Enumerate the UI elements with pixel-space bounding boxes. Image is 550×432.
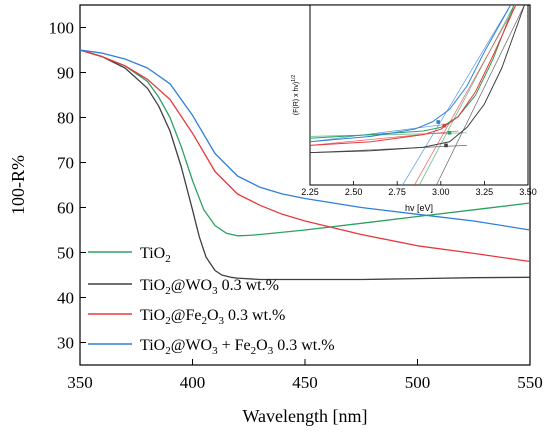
legend-text-part: 3 (212, 345, 218, 357)
inset-series-group (310, 5, 525, 185)
legend-text-part: O (207, 307, 219, 324)
x-axis-label: Wavelength [nm] (242, 406, 367, 426)
y-tick-label: 50 (57, 244, 74, 263)
legend-text-part: 3 (268, 345, 274, 357)
legend-text-part: 2 (165, 315, 171, 327)
inset-y-label-base: (F(R) x hv) (293, 82, 300, 115)
inset-intersection-marker (436, 120, 440, 124)
legend-text-part: @Fe (171, 307, 202, 324)
inset-x-tick-label: 2.75 (388, 187, 406, 197)
legend-text-part: 3 (212, 285, 218, 297)
inset-intersection-marker (444, 143, 448, 148)
inset-series-line-tio2_wo3_fe2o3 (310, 5, 512, 143)
legend-label-tio2_wo3_fe2o3: TiO2@WO3 + Fe2O3 0.3 wt.% (140, 337, 335, 357)
x-tick-label: 550 (517, 373, 543, 392)
inset-frame (309, 4, 529, 186)
y-tick-label: 30 (57, 334, 74, 353)
legend-text-part: 2 (165, 345, 171, 357)
legend-text-part: 0.3 wt.% (224, 307, 285, 324)
x-tick-label: 400 (180, 373, 206, 392)
series-line-tio2_wo3 (79, 49, 531, 281)
legend-text-part: 0.3 wt.% (273, 337, 334, 354)
legend-text-part: TiO (140, 277, 165, 294)
y-tick-label: 40 (57, 289, 74, 308)
legend-label-tio2: TiO2 (140, 245, 171, 265)
legend-text-part: 2 (165, 253, 171, 265)
inset-x-tick-label: 3.25 (476, 187, 494, 197)
main-y-ticks: 30 40 50 60 70 80 90 100 (49, 19, 86, 353)
inset-plot-area (310, 5, 525, 185)
main-x-ticks: 350 400 450 500 550 (67, 359, 543, 392)
y-tick-label: 100 (49, 19, 75, 38)
inset-tangent-fit (414, 5, 517, 185)
inset-x-tick-label: 3.50 (519, 187, 537, 197)
inset-x-tick-label: 2.50 (345, 187, 363, 197)
legend-text-part: @WO (171, 337, 212, 354)
series-line-tio2 (79, 49, 531, 237)
legend-text-part: @WO (171, 277, 212, 294)
legend-text-part: + Fe (218, 337, 251, 354)
series-line-tio2_wo3_fe2o3 (79, 49, 531, 231)
inset-intersection-marker (442, 123, 447, 128)
legend-text-part: 2 (165, 285, 171, 297)
legend-text-part: 0.3 wt.% (218, 277, 279, 294)
inset-x-tick-label: 2.25 (301, 187, 319, 197)
y-tick-label: 90 (57, 64, 74, 83)
y-axis-label: 100-R% (8, 155, 28, 215)
inset-y-label-exp: 1/2 (291, 75, 297, 82)
inset-x-axis-label: hv [eV] (405, 203, 433, 213)
legend-text-part: 2 (201, 315, 207, 327)
legend-label-tio2_fe2o3: TiO2@Fe2O3 0.3 wt.% (140, 307, 285, 327)
y-tick-label: 80 (57, 109, 74, 128)
inset-series-line-tio2_fe2o3 (310, 5, 517, 146)
legend-text-part: TiO (140, 307, 165, 324)
inset-baseline-fit (310, 132, 467, 137)
y-tick-label: 70 (57, 154, 74, 173)
x-tick-label: 450 (292, 373, 318, 392)
inset-tangent-fit (436, 5, 525, 185)
inset-tangent-fit (402, 5, 511, 185)
inset-baseline-fit (310, 123, 450, 143)
legend-text-part: 2 (251, 345, 257, 357)
series-line-tio2_fe2o3 (79, 49, 531, 263)
legend-text-part: O (256, 337, 268, 354)
inset-x-ticks: 2.25 2.50 2.75 3.00 3.25 3.50 (301, 181, 537, 197)
inset-intersection-marker (447, 131, 452, 135)
legend-text-part: TiO (140, 337, 165, 354)
inset-series-line-tio2_wo3 (310, 5, 525, 154)
y-tick-label: 60 (57, 199, 74, 218)
legend-text-part: 3 (219, 315, 225, 327)
x-tick-label: 350 (67, 373, 93, 392)
inset-series-line-tio2 (310, 5, 515, 139)
inset-tangent-fit (418, 5, 515, 185)
x-tick-label: 500 (405, 373, 431, 392)
inset-y-axis-label: (F(R) x hv)1/2 (291, 75, 300, 116)
legend-label-tio2_wo3: TiO2@WO3 0.3 wt.% (140, 277, 279, 297)
inset-x-tick-label: 3.00 (432, 187, 450, 197)
main-series-group (79, 49, 531, 281)
legend-text-part: TiO (140, 245, 165, 262)
